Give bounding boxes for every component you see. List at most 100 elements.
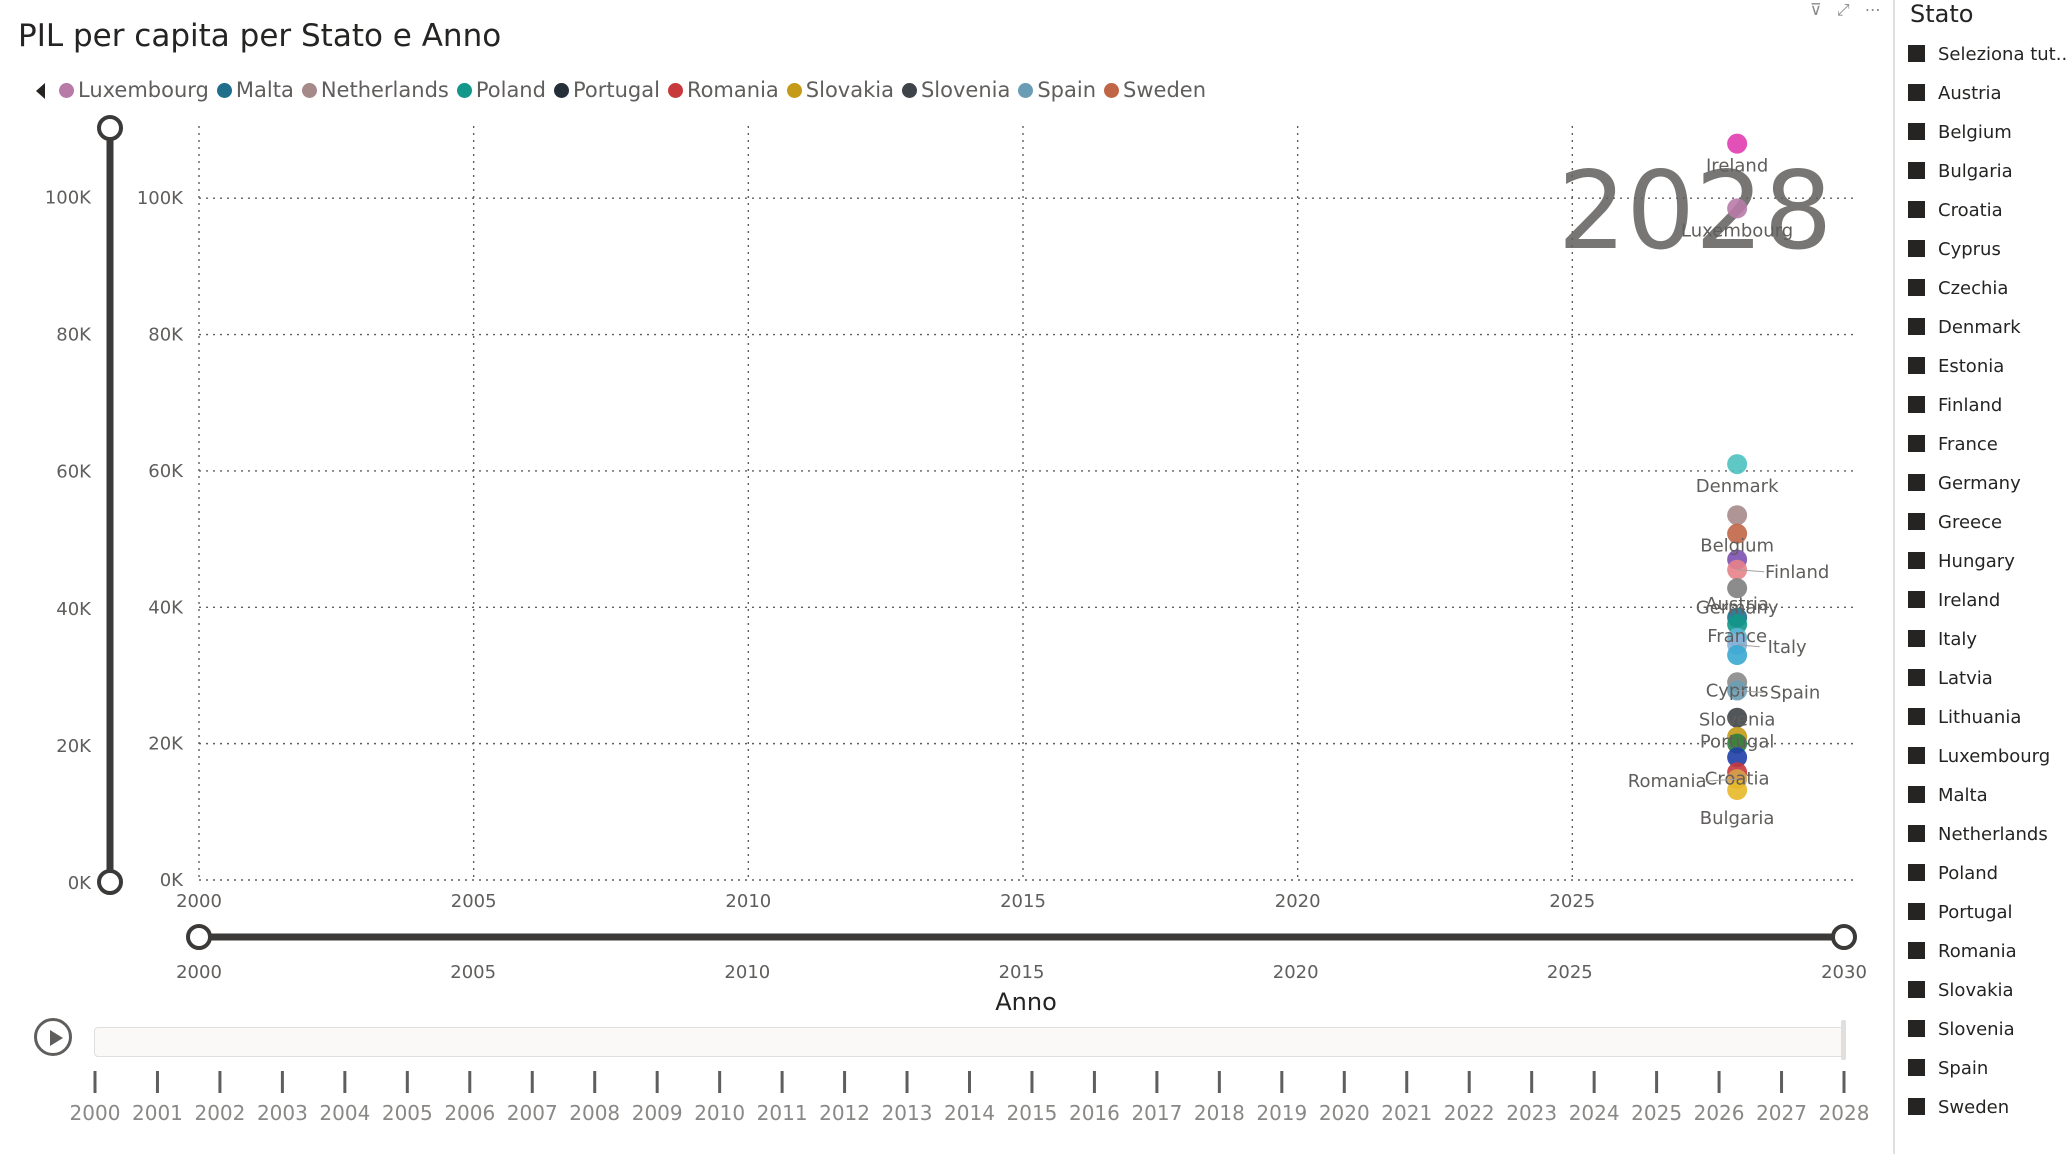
label-leader-line xyxy=(1737,689,1764,693)
slicer-item[interactable]: Malta xyxy=(1908,781,2067,820)
checkbox-checked-icon[interactable] xyxy=(1908,357,1925,374)
checkbox-checked-icon[interactable] xyxy=(1908,942,1925,959)
y-slider-max-handle[interactable] xyxy=(97,115,123,141)
data-point[interactable] xyxy=(1727,133,1748,154)
legend-item[interactable]: Poland xyxy=(456,78,546,102)
checkbox-checked-icon[interactable] xyxy=(1908,825,1925,842)
data-point[interactable] xyxy=(1727,780,1748,800)
checkbox-checked-icon[interactable] xyxy=(1908,474,1925,491)
checkbox-checked-icon[interactable] xyxy=(1908,591,1925,608)
checkbox-checked-icon[interactable] xyxy=(1908,630,1925,647)
slicer-item[interactable]: Czechia xyxy=(1908,274,2067,313)
slicer-item[interactable]: Finland xyxy=(1908,391,2067,430)
slicer-item[interactable]: Italy xyxy=(1908,625,2067,664)
y-tick-label: 100K xyxy=(137,188,184,209)
slicer-item[interactable]: Sweden xyxy=(1908,1093,2067,1132)
checkbox-checked-icon[interactable] xyxy=(1908,864,1925,881)
slicer-item[interactable]: Portugal xyxy=(1908,898,2067,937)
x-slider-max-handle[interactable] xyxy=(1831,924,1857,950)
slicer-item-label: Austria xyxy=(1938,83,2002,104)
slicer-item[interactable]: Germany xyxy=(1908,469,2067,508)
slicer-item[interactable]: Hungary xyxy=(1908,547,2067,586)
play-button[interactable] xyxy=(34,1018,72,1056)
data-point[interactable] xyxy=(1727,578,1748,599)
legend-item[interactable]: Malta xyxy=(216,78,294,102)
slicer-item[interactable]: Ireland xyxy=(1908,586,2067,625)
checkbox-checked-icon[interactable] xyxy=(1908,279,1925,296)
scatter-visual[interactable]: PIL per capita per Stato e Anno ⊽ ⤢ ⋯ Lu… xyxy=(0,0,1893,1154)
checkbox-checked-icon[interactable] xyxy=(1908,981,1925,998)
legend-item[interactable]: Luxembourg xyxy=(59,78,209,102)
x-range-slider[interactable]: 2000 2005 2010 2015 2020 2025 2030 xyxy=(176,924,1867,983)
slicer-item[interactable]: Latvia xyxy=(1908,664,2067,703)
play-axis-handle[interactable] xyxy=(1841,1020,1846,1060)
slicer-item[interactable]: Luxembourg xyxy=(1908,742,2067,781)
slicer-item[interactable]: Lithuania xyxy=(1908,703,2067,742)
filter-icon[interactable]: ⊽ xyxy=(1810,0,1822,19)
data-point[interactable] xyxy=(1727,454,1748,475)
slicer-item[interactable]: Cyprus xyxy=(1908,235,2067,274)
data-point[interactable] xyxy=(1727,747,1748,768)
slicer-item[interactable]: Estonia xyxy=(1908,352,2067,391)
checkbox-checked-icon[interactable] xyxy=(1908,396,1925,413)
checkbox-checked-icon[interactable] xyxy=(1908,1098,1925,1115)
legend-item[interactable]: Slovenia xyxy=(901,78,1010,102)
legend-label: Spain xyxy=(1037,78,1097,102)
slicer-item[interactable]: Bulgaria xyxy=(1908,157,2067,196)
slicer-item[interactable]: Croatia xyxy=(1908,196,2067,235)
legend-item[interactable]: Portugal xyxy=(553,78,660,102)
checkbox-checked-icon[interactable] xyxy=(1908,747,1925,764)
legend-item[interactable]: Romania xyxy=(667,78,779,102)
slicer-item[interactable]: Greece xyxy=(1908,508,2067,547)
legend-item[interactable]: Netherlands xyxy=(301,78,449,102)
checkbox-checked-icon[interactable] xyxy=(1908,1059,1925,1076)
slicer-item[interactable]: Slovakia xyxy=(1908,976,2067,1015)
checkbox-checked-icon[interactable] xyxy=(1908,240,1925,257)
checkbox-checked-icon[interactable] xyxy=(1908,513,1925,530)
more-options-icon[interactable]: ⋯ xyxy=(1864,0,1881,19)
data-point[interactable] xyxy=(1727,523,1748,544)
slicer-item[interactable]: Belgium xyxy=(1908,118,2067,157)
slicer-item[interactable]: France xyxy=(1908,430,2067,469)
slicer-item[interactable]: Seleziona tut... xyxy=(1908,40,2067,79)
slicer-item-label: Spain xyxy=(1938,1058,1989,1079)
legend-prev-arrow-icon[interactable] xyxy=(36,83,45,99)
checkbox-checked-icon[interactable] xyxy=(1908,45,1925,62)
x-slider-tick-label: 2015 xyxy=(999,962,1045,983)
checkbox-checked-icon[interactable] xyxy=(1908,435,1925,452)
checkbox-checked-icon[interactable] xyxy=(1908,903,1925,920)
y-slider-min-handle[interactable] xyxy=(97,869,123,895)
slicer-item[interactable]: Austria xyxy=(1908,79,2067,118)
checkbox-checked-icon[interactable] xyxy=(1908,318,1925,335)
slicer-item[interactable]: Poland xyxy=(1908,859,2067,898)
data-point[interactable] xyxy=(1727,198,1748,219)
checkbox-checked-icon[interactable] xyxy=(1908,1020,1925,1037)
checkbox-checked-icon[interactable] xyxy=(1908,552,1925,569)
data-point[interactable] xyxy=(1727,505,1748,526)
checkbox-checked-icon[interactable] xyxy=(1908,786,1925,803)
slicer-item[interactable]: Denmark xyxy=(1908,313,2067,352)
focus-mode-icon[interactable]: ⤢ xyxy=(1836,0,1850,19)
checkbox-checked-icon[interactable] xyxy=(1908,201,1925,218)
legend-item[interactable]: Sweden xyxy=(1104,78,1206,102)
slicer-item[interactable]: Spain xyxy=(1908,1054,2067,1093)
legend-item[interactable]: Spain xyxy=(1018,78,1096,102)
data-label: Croatia xyxy=(1705,768,1770,789)
legend-item[interactable]: Slovakia xyxy=(786,78,894,102)
checkbox-checked-icon[interactable] xyxy=(1908,84,1925,101)
slicer-item[interactable]: Netherlands xyxy=(1908,820,2067,859)
play-axis-track[interactable] xyxy=(94,1027,1846,1057)
checkbox-checked-icon[interactable] xyxy=(1908,708,1925,725)
y-range-slider[interactable]: 100K 80K 60K 40K 20K 0K xyxy=(45,115,123,895)
slicer-item[interactable]: Romania xyxy=(1908,937,2067,976)
play-axis-year-label: 2020 xyxy=(1319,1101,1370,1125)
checkbox-checked-icon[interactable] xyxy=(1908,123,1925,140)
x-slider-min-handle[interactable] xyxy=(186,924,212,950)
chart-grid xyxy=(198,126,1853,881)
data-point[interactable] xyxy=(1727,645,1748,665)
checkbox-checked-icon[interactable] xyxy=(1908,669,1925,686)
data-point[interactable] xyxy=(1727,707,1748,728)
slicer-item[interactable]: Slovenia xyxy=(1908,1015,2067,1054)
y-slider-tick-label: 100K xyxy=(45,188,92,209)
checkbox-checked-icon[interactable] xyxy=(1908,162,1925,179)
